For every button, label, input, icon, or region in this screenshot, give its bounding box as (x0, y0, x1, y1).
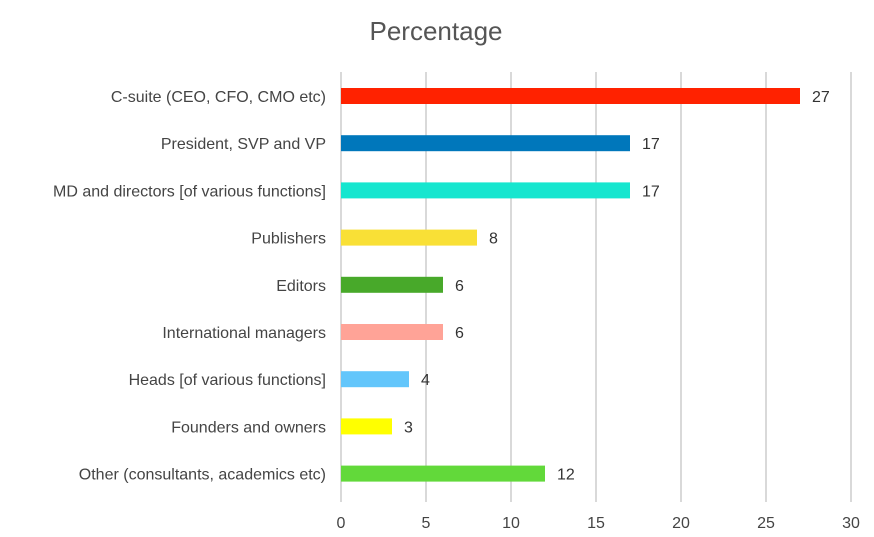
x-tick-label: 25 (757, 515, 775, 532)
x-tick-label: 0 (337, 515, 346, 532)
category-label: Other (consultants, academics etc) (79, 467, 326, 484)
data-label: 8 (489, 231, 498, 248)
category-label: MD and directors [of various functions] (53, 183, 326, 200)
data-label: 12 (557, 467, 575, 484)
data-label: 6 (455, 325, 464, 342)
data-label: 4 (421, 372, 430, 389)
data-label: 17 (642, 136, 660, 153)
x-tick-label: 30 (842, 515, 860, 532)
data-label: 3 (404, 419, 413, 436)
category-label: Heads [of various functions] (129, 372, 326, 389)
bar (341, 418, 392, 435)
x-tick-label: 5 (422, 515, 431, 532)
x-tick-label: 10 (502, 515, 520, 532)
bar (341, 135, 630, 152)
category-label: President, SVP and VP (161, 136, 326, 153)
bar (341, 276, 443, 293)
x-tick-label: 20 (672, 515, 690, 532)
data-label: 6 (455, 278, 464, 295)
bar (341, 229, 477, 246)
bar (341, 465, 545, 482)
bar (341, 371, 409, 388)
category-label: International managers (162, 325, 326, 342)
category-label: C-suite (CEO, CFO, CMO etc) (111, 89, 326, 106)
data-label: 27 (812, 89, 830, 106)
x-tick-label: 15 (587, 515, 605, 532)
bar (341, 182, 630, 199)
bar (341, 88, 800, 104)
data-label: 17 (642, 183, 660, 200)
bar (341, 324, 443, 340)
chart-title: Percentage (370, 16, 503, 46)
category-label: Editors (276, 278, 326, 295)
category-label: Founders and owners (171, 419, 326, 436)
category-label: Publishers (251, 231, 326, 248)
